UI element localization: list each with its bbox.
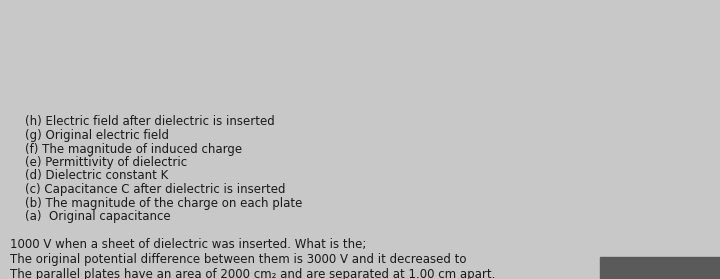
Text: (d) Dielectric constant K: (d) Dielectric constant K [10, 170, 168, 182]
Text: (b) The magnitude of the charge on each plate: (b) The magnitude of the charge on each … [10, 196, 302, 210]
Text: (e) Permittivity of dielectric: (e) Permittivity of dielectric [10, 156, 187, 169]
Text: (c) Capacitance C after dielectric is inserted: (c) Capacitance C after dielectric is in… [10, 183, 286, 196]
Text: (f) The magnitude of induced charge: (f) The magnitude of induced charge [10, 143, 242, 155]
Text: 1000 V when a sheet of dielectric was inserted. What is the;: 1000 V when a sheet of dielectric was in… [10, 238, 366, 251]
Text: The original potential difference between them is 3000 V and it decreased to: The original potential difference betwee… [10, 253, 467, 266]
Text: The parallel plates have an area of 2000 cm₂ and are separated at 1.00 cm apart.: The parallel plates have an area of 2000… [10, 268, 495, 279]
Text: (h) Electric field after dielectric is inserted: (h) Electric field after dielectric is i… [10, 116, 275, 129]
Text: (g) Original electric field: (g) Original electric field [10, 129, 169, 142]
Text: (a)  Original capacitance: (a) Original capacitance [10, 210, 171, 223]
Bar [600, 257, 720, 279]
